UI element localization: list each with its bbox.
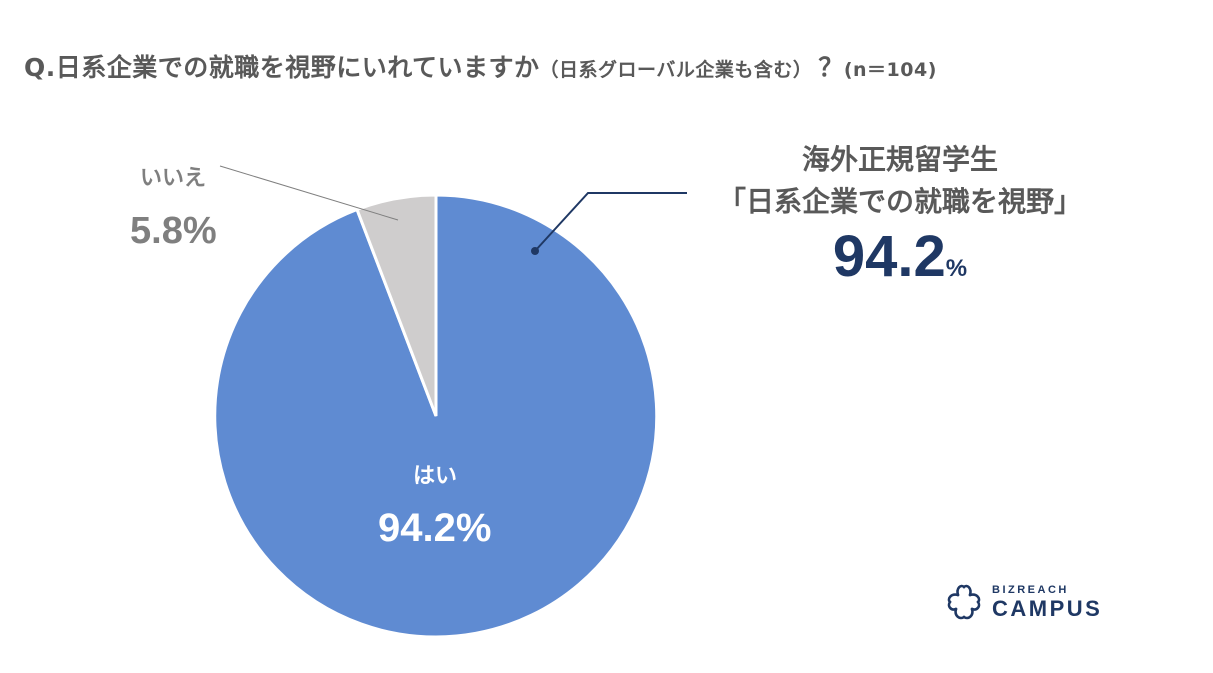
title-subtitle: （日系グローバル企業も含む） (539, 59, 813, 81)
no-slice-label: いいえ (140, 166, 207, 191)
no-slice-percent: 5.8% (130, 210, 217, 252)
callout-line1: 海外正規留学生 (801, 143, 998, 176)
callout-line2: 「日系企業での就職を視野」 (717, 185, 1082, 218)
callout-value: 94.2% (700, 224, 1100, 302)
chart-title: Q.日系企業での就職を視野にいれていますか（日系グローバル企業も含む） ？(n＝1… (24, 48, 937, 84)
bizreach-campus-logo: BIZREACH CAMPUS (944, 582, 1102, 622)
yes-slice-percent: 94.2% (378, 506, 492, 550)
callout-dot (531, 247, 539, 255)
callout-unit: % (945, 255, 968, 282)
callout-number: 94.2 (832, 224, 946, 289)
callout-box: 海外正規留学生 「日系企業での就職を視野」 94.2% (700, 140, 1100, 302)
title-question-mark: ？ (818, 53, 844, 82)
no-leader-line (219, 165, 399, 221)
sakura-flower-icon (947, 584, 981, 620)
title-main: Q.日系企業での就職を視野にいれていますか (24, 53, 540, 82)
callout-leader-line (534, 192, 687, 252)
logo-campus: CAMPUS (992, 595, 1103, 621)
sample-size: (n＝104) (843, 59, 937, 81)
yes-slice-label: はい (413, 464, 458, 489)
logo-bizreach: BIZREACH (992, 583, 1069, 596)
pie-slice-no[interactable] (355, 193, 438, 417)
